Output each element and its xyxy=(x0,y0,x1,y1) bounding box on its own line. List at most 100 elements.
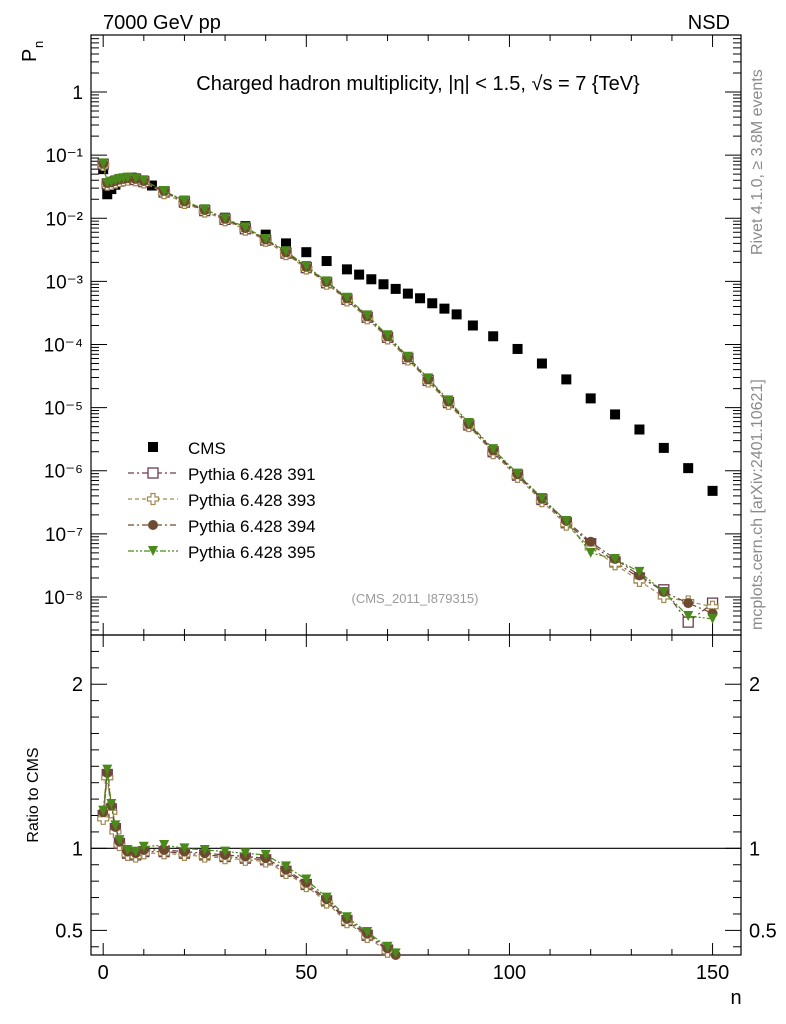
data-point xyxy=(321,276,332,287)
legend-label: Pythia 6.428 394 xyxy=(188,517,316,536)
data-point xyxy=(585,393,596,404)
ratio-point xyxy=(159,840,170,851)
legend-label: Pythia 6.428 391 xyxy=(188,465,316,484)
data-point xyxy=(281,246,291,257)
x-tick-label: 150 xyxy=(696,962,729,984)
ratio-point xyxy=(114,835,125,846)
data-point xyxy=(179,195,190,206)
data-point xyxy=(102,189,113,200)
legend-label: Pythia 6.428 393 xyxy=(188,491,316,510)
ratio-y-tick-label-right: 2 xyxy=(749,674,760,696)
x-tick-label: 100 xyxy=(493,962,526,984)
ratio-point xyxy=(110,820,121,831)
main-panel: 10⁻⁸ 10⁻⁷ 10⁻⁶ 10⁻⁵ 10⁻⁴ 10⁻³ 10⁻² 10⁻¹ 1 xyxy=(44,34,742,636)
data-point xyxy=(321,256,332,267)
legend-marker xyxy=(146,492,160,506)
legend-marker xyxy=(148,520,158,530)
data-point xyxy=(488,444,499,455)
ratio-point xyxy=(102,764,113,775)
ratio-y-tick-label-right: 0.5 xyxy=(749,920,777,942)
data-point xyxy=(220,213,231,224)
series-4 xyxy=(98,158,718,624)
data-point xyxy=(585,547,596,558)
watermark: (CMS_2011_I879315) xyxy=(352,591,479,606)
ratio-frame-border xyxy=(90,634,742,956)
legend-item: Pythia 6.428 393 xyxy=(128,491,316,510)
data-point xyxy=(683,463,694,474)
y-tick-label: 10⁻³ xyxy=(46,272,84,293)
ratio-point xyxy=(260,849,271,860)
x-tick-label: 0 xyxy=(98,962,109,984)
data-point xyxy=(467,320,478,331)
data-point xyxy=(301,261,312,272)
ratio-point xyxy=(98,805,109,816)
ratio-point xyxy=(130,846,141,857)
header-right: NSD xyxy=(688,12,730,34)
data-point xyxy=(130,173,141,184)
ratio-point xyxy=(138,841,149,852)
data-point xyxy=(366,274,377,285)
data-point xyxy=(536,493,547,504)
y-tick-label: 10⁻⁵ xyxy=(44,399,83,420)
data-point xyxy=(707,485,718,496)
data-point xyxy=(240,222,251,233)
ratio-series-2 xyxy=(98,767,401,960)
data-point xyxy=(122,172,133,183)
data-point xyxy=(159,186,170,197)
data-point xyxy=(561,515,572,526)
legend-marker xyxy=(147,467,159,479)
ratio-line xyxy=(102,772,397,956)
data-point xyxy=(382,330,393,341)
legend-item: Pythia 6.428 394 xyxy=(128,517,316,536)
data-point xyxy=(354,269,365,280)
data-point xyxy=(439,303,450,314)
data-point xyxy=(634,424,645,435)
data-point xyxy=(260,233,271,244)
ratio-point xyxy=(220,846,231,857)
main-ylabel: P n xyxy=(19,41,46,62)
ratio-point xyxy=(240,848,251,859)
ratio-point xyxy=(199,844,210,855)
data-point xyxy=(199,204,210,215)
data-point xyxy=(658,586,669,597)
data-point xyxy=(427,298,438,309)
data-point xyxy=(536,358,547,369)
data-point xyxy=(423,373,434,384)
data-point xyxy=(610,553,621,564)
y-tick-label: 10⁻² xyxy=(46,209,84,230)
data-point xyxy=(512,468,523,479)
data-point xyxy=(390,283,401,294)
ratio-point xyxy=(106,799,117,810)
series-line xyxy=(102,163,713,620)
ratio-y-tick-label: 1 xyxy=(72,838,83,860)
chart-title: Charged hadron multiplicity, |η| < 1.5, … xyxy=(196,73,640,95)
data-point xyxy=(512,343,523,354)
data-point xyxy=(443,395,454,406)
data-point xyxy=(610,409,621,420)
ratio-point xyxy=(321,892,332,903)
data-point xyxy=(707,613,718,624)
ratio-y-tick-label-right: 1 xyxy=(749,838,760,860)
data-point xyxy=(463,418,474,429)
data-point xyxy=(451,309,462,320)
y-tick-label: 10⁻⁸ xyxy=(44,588,83,609)
y-tick-label: 10⁻⁷ xyxy=(45,525,83,546)
series-line xyxy=(102,164,713,608)
ratio-panel: 0 50 100 150 0.5 0.5 1 1 2 2 xyxy=(55,634,777,984)
y-tick-label: 1 xyxy=(72,83,83,104)
y-tick-label: 10⁻⁶ xyxy=(44,462,83,483)
legend-item: Pythia 6.428 395 xyxy=(128,543,316,562)
ratio-point xyxy=(382,941,393,952)
data-point xyxy=(683,598,694,609)
ratio-y-tick-label: 2 xyxy=(72,674,83,696)
ratio-point xyxy=(281,861,291,872)
data-point xyxy=(415,293,426,304)
data-point xyxy=(362,310,373,321)
ratio-point xyxy=(179,843,190,854)
data-point xyxy=(341,264,352,275)
data-point xyxy=(488,331,499,342)
svg-text:n: n xyxy=(31,41,46,48)
legend-marker xyxy=(148,442,158,452)
data-point xyxy=(683,610,694,621)
